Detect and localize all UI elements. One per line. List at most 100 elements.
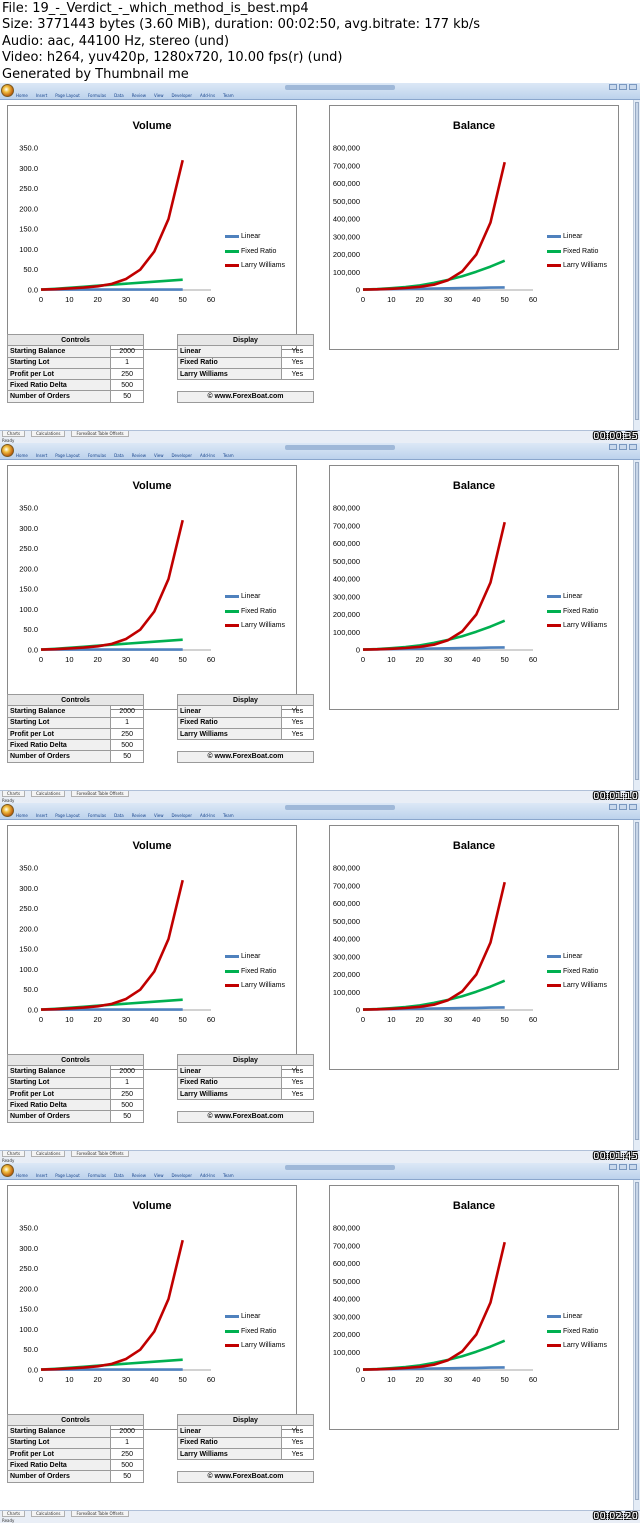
scrollbar-thumb[interactable] [635, 462, 639, 780]
ribbon-tab[interactable]: Page Layout [55, 93, 80, 98]
ribbon-tab[interactable]: Team [223, 813, 234, 818]
controls-label-cell[interactable]: Profit per Lot [6, 1087, 112, 1101]
vertical-scrollbar[interactable] [633, 1180, 640, 1510]
display-value-cell[interactable]: Yes [280, 705, 315, 718]
ribbon-tab[interactable]: Add-Ins [200, 453, 216, 458]
display-value-cell[interactable]: Yes [280, 1065, 315, 1078]
ribbon-tab[interactable]: Formulas [87, 813, 107, 818]
controls-value-cell[interactable]: 2000 [110, 705, 144, 718]
controls-label-cell[interactable]: Starting Lot [6, 716, 112, 729]
balance-chart[interactable]: 0 100,000 200,000 300,000 400,000 500,000 600,… [329, 105, 619, 350]
display-value-cell[interactable]: Yes [280, 1425, 315, 1438]
office-button-icon[interactable] [1, 84, 14, 97]
ribbon-tab[interactable]: Data [114, 93, 124, 98]
controls-label-cell[interactable]: Profit per Lot [6, 367, 112, 381]
sheet-tab[interactable]: Calculations [31, 431, 66, 437]
close-icon[interactable] [629, 84, 637, 90]
controls-label-cell[interactable]: Fixed Ratio Delta [6, 739, 112, 752]
ribbon-tab[interactable]: Home [16, 93, 28, 98]
sheet-tab[interactable]: Charts [2, 1511, 26, 1517]
vertical-scrollbar[interactable] [633, 460, 640, 790]
controls-label-cell[interactable]: Fixed Ratio Delta [6, 379, 112, 392]
display-label-cell[interactable]: Fixed Ratio [177, 1076, 282, 1089]
controls-value-cell[interactable]: 50 [110, 1470, 144, 1483]
minimize-icon[interactable] [609, 84, 617, 90]
ribbon-tab[interactable]: Review [131, 813, 146, 818]
display-value-cell[interactable]: Yes [280, 727, 315, 741]
office-button-icon[interactable] [1, 444, 14, 457]
close-icon[interactable] [629, 1164, 637, 1170]
display-label-cell[interactable]: Linear [177, 1065, 282, 1078]
controls-label-cell[interactable]: Starting Lot [6, 1076, 112, 1089]
controls-value-cell[interactable]: 1 [110, 1076, 144, 1089]
sheet-tab[interactable]: ForexBoat Table Offsets [71, 1151, 129, 1157]
display-label-cell[interactable]: Fixed Ratio [177, 356, 282, 369]
ribbon-tab[interactable]: Formulas [87, 453, 107, 458]
ribbon-tab[interactable]: Formulas [87, 1173, 107, 1178]
ribbon-tab[interactable]: Team [223, 453, 234, 458]
ribbon-tab[interactable]: Developer [171, 93, 193, 98]
ribbon-tab[interactable]: View [153, 1173, 164, 1178]
ribbon-tab[interactable]: Add-Ins [200, 813, 216, 818]
controls-label-cell[interactable]: Number of Orders [6, 750, 112, 763]
scrollbar-thumb[interactable] [635, 102, 639, 420]
close-icon[interactable] [629, 804, 637, 810]
controls-value-cell[interactable]: 250 [110, 367, 144, 381]
sheet-tab[interactable]: Calculations [31, 1511, 66, 1517]
scrollbar-thumb[interactable] [635, 1182, 639, 1500]
sheet-tab[interactable]: ForexBoat Table Offsets [71, 791, 129, 797]
controls-value-cell[interactable]: 500 [110, 379, 144, 392]
ribbon-tab[interactable]: Team [223, 93, 234, 98]
scrollbar-thumb[interactable] [635, 822, 639, 1140]
ribbon-tab[interactable]: Page Layout [55, 813, 80, 818]
display-label-cell[interactable]: Larry Williams [177, 1447, 282, 1461]
controls-value-cell[interactable]: 250 [110, 1447, 144, 1461]
controls-label-cell[interactable]: Starting Balance [6, 1065, 112, 1078]
display-label-cell[interactable]: Fixed Ratio [177, 716, 282, 729]
ribbon-tab[interactable]: Review [131, 1173, 146, 1178]
display-label-cell[interactable]: Larry Williams [177, 367, 282, 381]
display-value-cell[interactable]: Yes [280, 716, 315, 729]
maximize-icon[interactable] [619, 804, 627, 810]
vertical-scrollbar[interactable] [633, 100, 640, 430]
controls-label-cell[interactable]: Number of Orders [6, 390, 112, 403]
ribbon-tab[interactable]: Formulas [87, 93, 107, 98]
controls-value-cell[interactable]: 500 [110, 1459, 144, 1472]
display-label-cell[interactable]: Fixed Ratio [177, 1436, 282, 1449]
sheet-tab[interactable]: Charts [2, 1151, 26, 1157]
ribbon-tab[interactable]: Review [131, 93, 146, 98]
ribbon-tab[interactable]: Developer [171, 1173, 193, 1178]
sheet-tab[interactable]: ForexBoat Table Offsets [71, 1511, 129, 1517]
minimize-icon[interactable] [609, 1164, 617, 1170]
ribbon-tab[interactable]: Home [16, 453, 28, 458]
controls-label-cell[interactable]: Fixed Ratio Delta [6, 1099, 112, 1112]
balance-chart[interactable]: 0 100,000 200,000 300,000 400,000 500,000 600,… [329, 825, 619, 1070]
balance-chart[interactable]: 0 100,000 200,000 300,000 400,000 500,000 600,… [329, 1185, 619, 1430]
display-label-cell[interactable]: Larry Williams [177, 1087, 282, 1101]
ribbon-tab[interactable]: Data [114, 1173, 124, 1178]
controls-label-cell[interactable]: Number of Orders [6, 1110, 112, 1123]
sheet-tab[interactable]: Charts [2, 431, 26, 437]
controls-value-cell[interactable]: 50 [110, 1110, 144, 1123]
ribbon-tab[interactable]: Add-Ins [200, 93, 216, 98]
ribbon-tab[interactable]: Review [131, 453, 146, 458]
controls-value-cell[interactable]: 250 [110, 1087, 144, 1101]
controls-label-cell[interactable]: Number of Orders [6, 1470, 112, 1483]
controls-value-cell[interactable]: 50 [110, 390, 144, 403]
maximize-icon[interactable] [619, 84, 627, 90]
controls-label-cell[interactable]: Fixed Ratio Delta [6, 1459, 112, 1472]
ribbon-tab[interactable]: View [153, 453, 164, 458]
display-label-cell[interactable]: Linear [177, 1425, 282, 1438]
controls-value-cell[interactable]: 1 [110, 356, 144, 369]
display-value-cell[interactable]: Yes [280, 1436, 315, 1449]
display-label-cell[interactable]: Linear [177, 345, 282, 358]
ribbon-tab[interactable]: View [153, 93, 164, 98]
ribbon-tab[interactable]: Team [223, 1173, 234, 1178]
office-button-icon[interactable] [1, 1164, 14, 1177]
sheet-tab[interactable]: Charts [2, 791, 26, 797]
ribbon-tab[interactable]: Insert [35, 813, 48, 818]
ribbon-tab[interactable]: Page Layout [55, 1173, 80, 1178]
controls-label-cell[interactable]: Starting Balance [6, 1425, 112, 1438]
ribbon-tab[interactable]: Insert [35, 453, 48, 458]
vertical-scrollbar[interactable] [633, 820, 640, 1150]
